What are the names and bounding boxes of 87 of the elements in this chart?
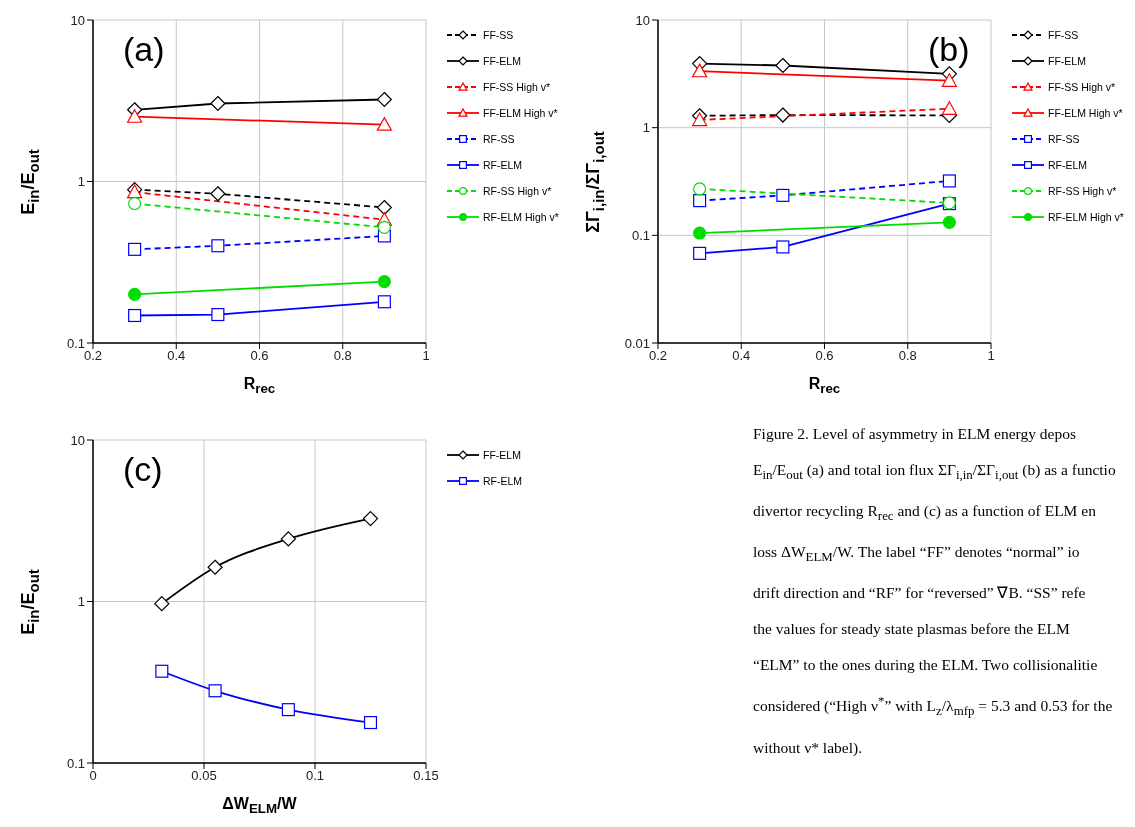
point [376, 199, 392, 216]
x-tick-label: 0.15 [413, 768, 439, 784]
point [155, 664, 169, 678]
legend-label: RF-ELM High v* [1048, 211, 1124, 223]
text: the values for steady state plasmas before the ELM [753, 619, 1071, 640]
x-axis-title: R$_{rec}$ [807, 375, 842, 397]
point [281, 703, 295, 717]
point [128, 242, 142, 256]
point [207, 559, 223, 575]
y-tick-label: 1 [77, 174, 85, 190]
y-tick-label: 1 [642, 120, 650, 136]
y-tick-label: 0.1 [66, 335, 85, 351]
legend-label: RF-SS High v* [483, 185, 552, 197]
y-tick-label: 10 [70, 12, 85, 28]
point [693, 194, 707, 208]
legend-label: RF-SS High v* [1048, 185, 1117, 197]
annotation: (c) [123, 450, 163, 489]
point [376, 91, 392, 108]
x-tick-label: 0.4 [732, 348, 751, 364]
point [362, 511, 379, 527]
point [775, 107, 791, 123]
x-tick-label: 0.8 [898, 348, 917, 364]
point [154, 596, 170, 612]
point [211, 239, 225, 253]
y-tick-label: 10 [70, 432, 85, 448]
point [208, 684, 222, 698]
legend-label: RF-ELM [483, 159, 523, 171]
text: divertor recycling R$_{rec}$ and (c) as a function of ELM en [753, 501, 1097, 526]
legend-label: FF-ELM High v* [483, 107, 558, 119]
legend-label: RF-ELM High v* [483, 211, 559, 223]
point [776, 240, 790, 254]
x-tick-label: 0.6 [815, 348, 834, 364]
point [776, 188, 790, 202]
point [211, 308, 225, 322]
x-tick-label: 0.6 [250, 348, 269, 364]
x-axis-title: R$_{rec}$ [242, 375, 277, 397]
x-tick-label: 1 [422, 348, 430, 364]
point [693, 226, 707, 240]
legend-label: FF-SS [483, 29, 514, 41]
legend-label: RF-SS [483, 133, 515, 145]
legend-label: FF-ELM [483, 55, 521, 67]
annotation: (b) [928, 30, 970, 69]
legend-label: RF-ELM [1048, 159, 1088, 171]
legend-label: FF-ELM [1048, 55, 1086, 67]
y-tick-label: 10 [635, 12, 650, 28]
y-tick-label: 0.1 [631, 227, 650, 243]
legend-label: RF-SS [1048, 133, 1080, 145]
y-tick-label: 1 [77, 594, 85, 610]
text: loss ΔW$_{ELM}$/W. The label “FF” denotes “normal” io [753, 542, 1081, 567]
point [693, 182, 707, 196]
x-axis-title: ΔW$_{ELM}$/W [221, 795, 298, 817]
text: considered (“High ν$^{*}$” with L$_{z}$/λ$_{mfp}$ = 5.3 and 0.53 for the [753, 692, 1114, 721]
legend-label: FF-SS High v* [1048, 81, 1116, 93]
point [210, 95, 226, 112]
legend-label: RF-ELM [483, 475, 523, 487]
point [693, 246, 707, 260]
x-tick-label: 0.05 [191, 768, 217, 784]
x-tick-label: 0.1 [305, 768, 325, 784]
y-tick-label: 0.1 [66, 755, 85, 771]
y-tick-label: 0.01 [624, 335, 650, 351]
annotation: (a) [123, 30, 165, 69]
point [128, 308, 142, 323]
text: drift direction and “RF” for “reversed” ∇B. “SS” refe [753, 583, 1087, 604]
legend-label: FF-ELM High v* [1048, 107, 1123, 119]
point [128, 197, 142, 211]
legend-label: FF-ELM [483, 449, 521, 461]
point [377, 295, 391, 309]
point [942, 174, 956, 188]
x-tick-label: 0 [89, 768, 97, 784]
point [942, 215, 956, 229]
x-tick-label: 0.2 [83, 348, 103, 364]
x-tick-label: 0.8 [333, 348, 352, 364]
x-tick-label: 1 [987, 348, 995, 364]
point [363, 716, 378, 730]
point [128, 287, 142, 301]
point [210, 186, 226, 202]
text: “ELM” to the ones during the ELM. Two collisionalitie [753, 655, 1099, 676]
point [280, 531, 296, 547]
caption: Figure 2. Level of asymmetry in ELM energy depos [753, 424, 1077, 444]
point [775, 57, 791, 74]
legend-label: FF-SS [1048, 29, 1079, 41]
x-tick-label: 0.2 [648, 348, 668, 364]
x-tick-label: 0.4 [167, 348, 186, 364]
text: without ν* label). [753, 737, 864, 758]
legend-label: FF-SS High v* [483, 81, 551, 93]
point [377, 275, 391, 289]
text: E$_{in}$/E$_{out}$ (a) and total ion flux ΣΓ$_{i,in}$/ΣΓ$_{i,out}$ (b) as a functio [753, 461, 1116, 483]
